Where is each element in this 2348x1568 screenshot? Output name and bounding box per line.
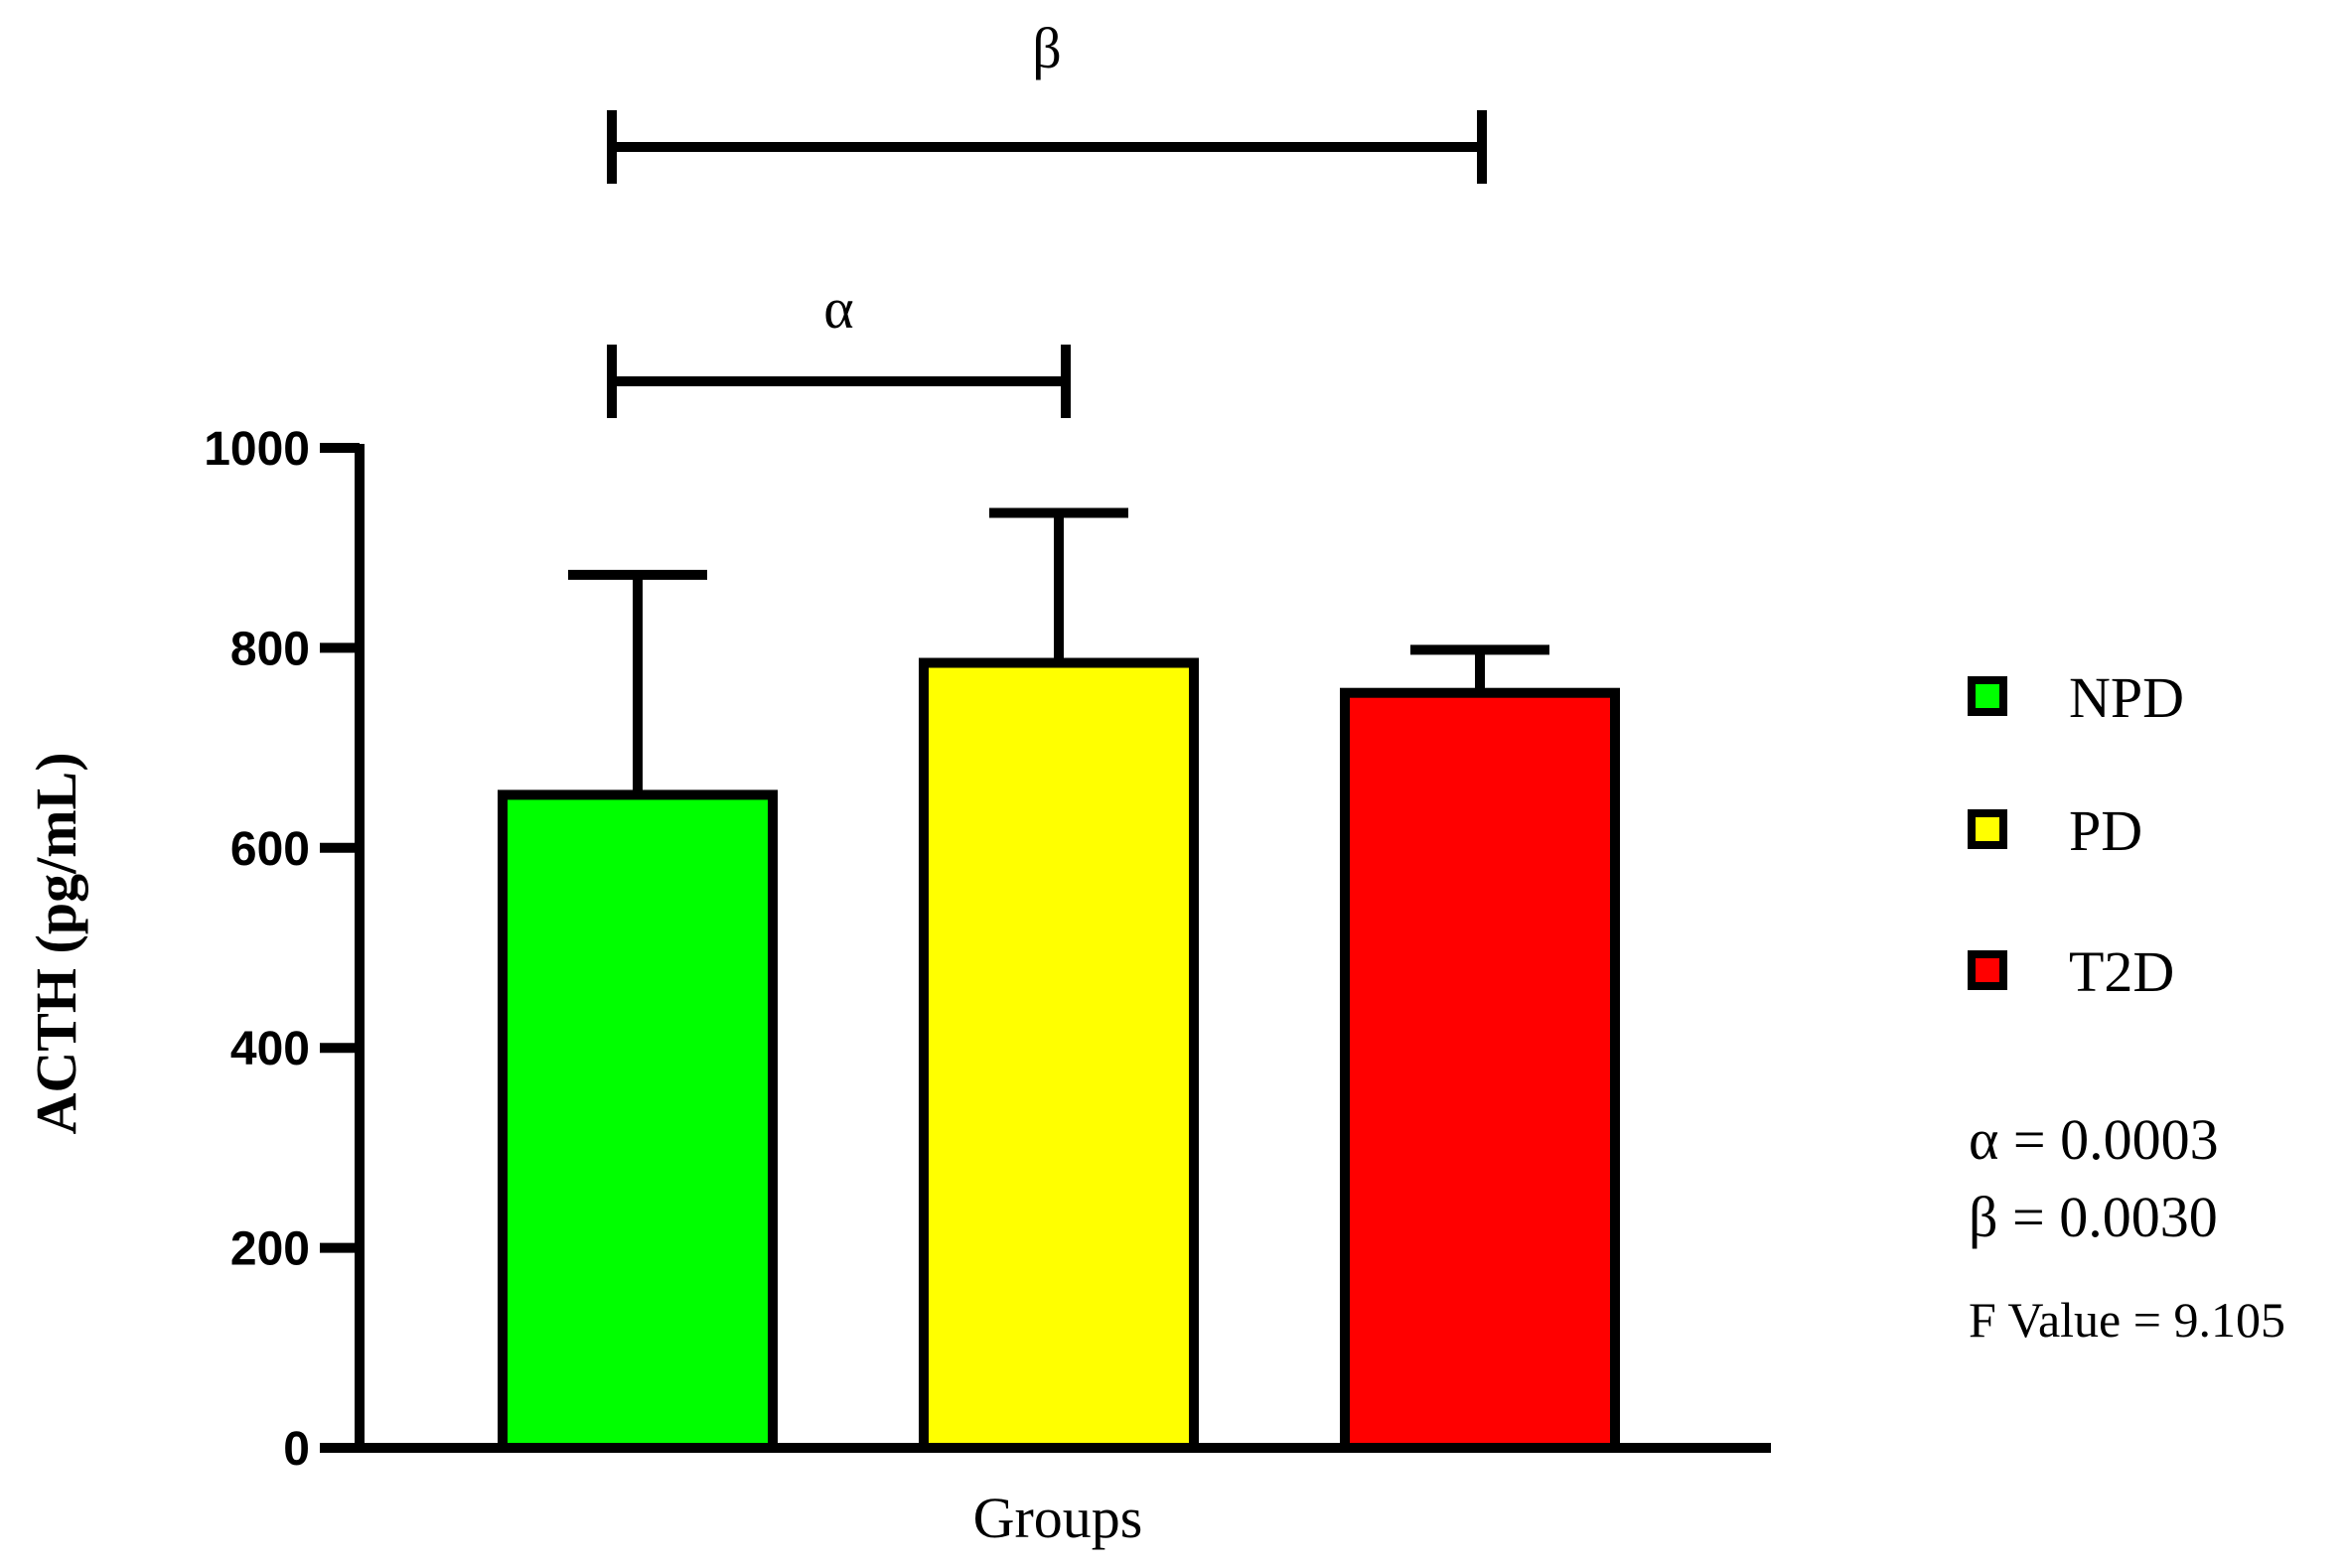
- beta-annotation: β = 0.0030: [1969, 1185, 2218, 1249]
- significance-label: β: [1032, 16, 1062, 80]
- significance-bracket-beta: β: [607, 16, 1487, 184]
- y-tick-label: 0: [283, 1423, 310, 1476]
- f-value-annotation: F Value = 9.105: [1969, 1292, 2285, 1348]
- stats-annotations: α = 0.0003 β = 0.0030 F Value = 9.105: [1969, 1107, 2285, 1348]
- y-tick-label: 1000: [204, 423, 310, 476]
- legend-label: NPD: [2069, 665, 2184, 730]
- legend-swatch: [1968, 950, 2007, 990]
- legend-swatch: [1968, 676, 2007, 716]
- x-axis-label: Groups: [973, 1486, 1143, 1550]
- legend-label: T2D: [2069, 939, 2174, 1004]
- significance-label: α: [823, 276, 853, 341]
- legend-item-pd: PD: [1968, 798, 2142, 863]
- y-tick-label: 200: [230, 1223, 310, 1276]
- alpha-annotation: α = 0.0003: [1969, 1107, 2219, 1172]
- bar-pd: [919, 657, 1199, 1453]
- legend-label: PD: [2069, 798, 2142, 863]
- legend: NPD PD T2D: [1968, 665, 2184, 1004]
- y-tick-label: 600: [230, 823, 310, 876]
- error-bars: [568, 507, 1549, 795]
- y-axis-label: ACTH (pg/mL): [24, 752, 88, 1134]
- significance-bracket-alpha: α: [607, 276, 1071, 418]
- legend-item-t2d: T2D: [1968, 939, 2174, 1004]
- legend-item-npd: NPD: [1968, 665, 2184, 730]
- bars: [498, 657, 1620, 1453]
- error-bar-t2d: [1410, 644, 1549, 693]
- bar-t2d: [1340, 687, 1620, 1453]
- significance-brackets: βα: [607, 16, 1487, 418]
- error-bar-pd: [989, 507, 1128, 663]
- legend-swatch: [1968, 809, 2007, 849]
- y-tick-label: 400: [230, 1023, 310, 1075]
- y-tick-label: 800: [230, 623, 310, 675]
- error-bar-npd: [568, 569, 707, 795]
- bar-npd: [498, 789, 778, 1453]
